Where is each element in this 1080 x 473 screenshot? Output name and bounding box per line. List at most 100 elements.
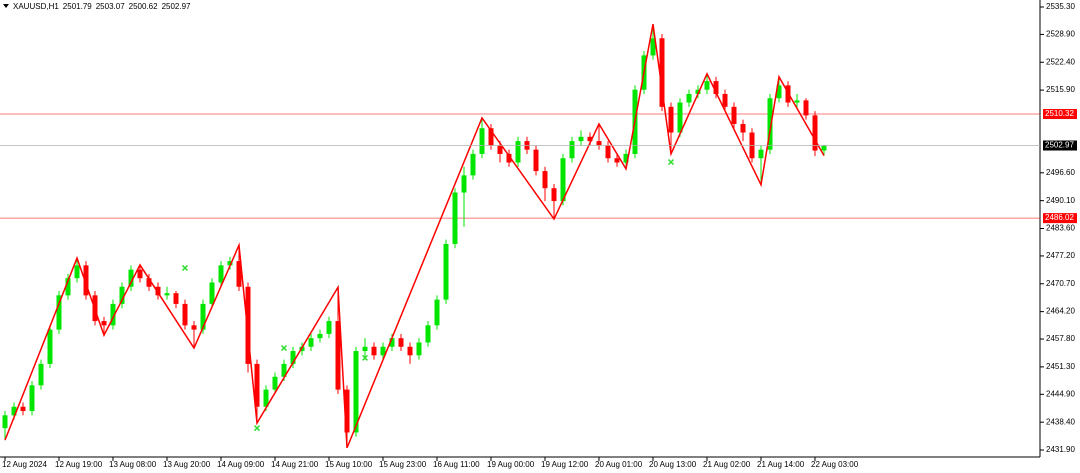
y-tick-label: 2515.90 <box>1046 85 1075 94</box>
candle-body <box>731 106 737 124</box>
candle-body <box>29 385 35 412</box>
candle-body <box>308 338 314 347</box>
candle-body <box>659 38 665 107</box>
x-tick-label: 21 Aug 14:00 <box>757 460 805 469</box>
candle-body <box>83 265 89 296</box>
candle-body <box>578 136 584 142</box>
x-tick-label: 15 Aug 23:00 <box>379 460 427 469</box>
header-close: 2502.97 <box>162 2 191 11</box>
y-tick-label: 2444.90 <box>1046 389 1075 398</box>
candle-body <box>155 286 161 296</box>
candle-body <box>767 98 773 150</box>
candle-body <box>200 303 206 330</box>
candle-body <box>173 293 179 304</box>
marker <box>667 159 675 166</box>
x-tick-label: 19 Aug 12:00 <box>541 460 589 469</box>
candle-body <box>803 100 809 116</box>
y-tick-label: 2483.60 <box>1046 224 1075 233</box>
header-open: 2501.79 <box>63 2 92 11</box>
x-tick-label: 16 Aug 11:00 <box>433 460 480 469</box>
header-low: 2500.62 <box>129 2 158 11</box>
level-label-box <box>1043 109 1077 120</box>
candle-body <box>821 145 827 151</box>
candle-body <box>317 333 323 339</box>
candle-body <box>812 115 818 151</box>
candle-body <box>407 346 413 356</box>
candle-body <box>668 106 674 133</box>
candle-body <box>38 363 44 386</box>
candle-body <box>623 153 629 163</box>
candle-body <box>677 102 683 133</box>
x-tick-label: 20 Aug 13:00 <box>649 460 697 469</box>
x-tick-label: 20 Aug 01:00 <box>595 460 643 469</box>
zigzag-line <box>4 23 825 449</box>
candle-body <box>344 389 350 433</box>
x-tick-label: 22 Aug 03:00 <box>811 460 859 469</box>
header-high: 2503.07 <box>96 2 125 11</box>
marker <box>280 345 288 352</box>
candle-body <box>119 286 125 304</box>
candle-body <box>479 128 485 154</box>
candle-body <box>389 338 395 347</box>
candle-body <box>263 389 269 407</box>
candle-body <box>614 158 620 163</box>
current-price-label: 2502.97 <box>1045 141 1074 150</box>
level-label: 2510.32 <box>1045 109 1074 118</box>
candle-body <box>722 93 728 107</box>
candle-body <box>794 100 800 103</box>
candle-body <box>20 406 26 412</box>
marker <box>253 425 261 432</box>
candle-body <box>290 351 296 364</box>
candle-body <box>452 192 458 244</box>
x-tick-label: 13 Aug 20:00 <box>163 460 211 469</box>
x-tick-label: 13 Aug 08:00 <box>109 460 157 469</box>
candle-body <box>650 38 656 56</box>
x-tick-label: 14 Aug 21:00 <box>271 460 319 469</box>
candle-body <box>65 278 71 296</box>
candle-body <box>398 338 404 347</box>
candle-body <box>596 141 602 146</box>
x-tick-label: 15 Aug 10:00 <box>325 460 373 469</box>
candle-body <box>380 346 386 356</box>
candle-body <box>533 149 539 172</box>
candle-body <box>164 293 170 296</box>
candle-body <box>101 321 107 326</box>
candle-body <box>2 415 8 429</box>
candle-body <box>362 346 368 352</box>
candle-body <box>416 342 422 356</box>
candle-body <box>128 269 134 287</box>
candle-body <box>47 329 53 364</box>
y-tick-label: 2496.60 <box>1046 168 1075 177</box>
y-tick-label: 2528.90 <box>1046 30 1075 39</box>
candle-body <box>209 282 215 304</box>
x-tick-label: 12 Aug 2024 <box>2 460 47 469</box>
candle-body <box>353 351 359 433</box>
x-tick-label: 19 Aug 00:00 <box>487 460 535 469</box>
candle-body <box>254 363 260 407</box>
candle-body <box>506 153 512 163</box>
candle-body <box>434 299 440 326</box>
y-tick-label: 2535.30 <box>1046 2 1075 11</box>
level-label: 2486.02 <box>1045 213 1074 222</box>
candle-body <box>56 295 62 330</box>
candle-body <box>587 136 593 142</box>
candle-body <box>146 278 152 287</box>
y-tick-label: 2522.40 <box>1046 57 1075 66</box>
candle-body <box>740 123 746 133</box>
symbol: XAUUSD,H1 <box>13 2 59 11</box>
candle-body <box>281 363 287 377</box>
candle-body <box>371 346 377 356</box>
candle-body <box>137 269 143 279</box>
candle-body <box>758 149 764 159</box>
candle-body <box>542 171 548 189</box>
candle-body <box>110 303 116 326</box>
y-tick-label: 2451.30 <box>1046 362 1075 371</box>
candle-body <box>425 325 431 343</box>
candle-body <box>461 175 467 193</box>
y-tick-label: 2477.20 <box>1046 251 1075 260</box>
y-tick-label: 2431.90 <box>1046 445 1075 454</box>
candle-body <box>776 85 782 99</box>
chart-header: XAUUSD,H1 2501.79 2503.07 2500.62 2502.97 <box>13 2 191 11</box>
